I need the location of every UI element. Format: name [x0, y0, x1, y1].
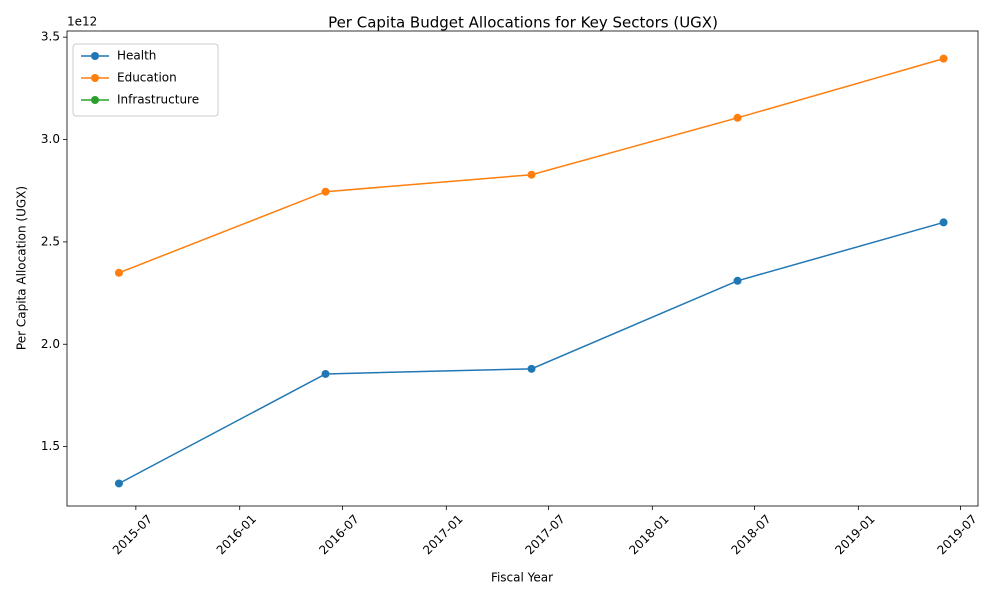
plot-frame — [66, 30, 979, 507]
legend-label: Education — [117, 71, 177, 85]
y-tick-label: 2.0 — [41, 337, 60, 351]
data-point — [733, 276, 742, 285]
chart-title: Per Capita Budget Allocations for Key Se… — [328, 14, 718, 32]
legend-marker — [91, 96, 99, 104]
data-point — [321, 187, 330, 196]
legend-label: Infrastructure — [117, 93, 199, 107]
legend-box — [72, 43, 219, 117]
data-point — [114, 479, 123, 488]
data-point — [939, 54, 948, 63]
data-point — [733, 113, 742, 122]
legend-label: Health — [117, 49, 156, 63]
data-point — [939, 218, 948, 227]
y-tick-label: 3.0 — [41, 132, 60, 146]
data-point — [321, 369, 330, 378]
legend-marker — [91, 74, 99, 82]
legend-marker — [91, 52, 99, 60]
y-tick-label: 1.5 — [41, 439, 60, 453]
y-tick-label: 3.5 — [41, 30, 60, 44]
data-point — [527, 364, 536, 373]
data-point — [114, 268, 123, 277]
data-point — [527, 170, 536, 179]
x-axis-label: Fiscal Year — [491, 571, 553, 585]
y-offset-label: 1e12 — [67, 15, 97, 29]
y-axis-label: Per Capita Allocation (UGX) — [15, 186, 29, 350]
y-tick-label: 2.5 — [41, 234, 60, 248]
